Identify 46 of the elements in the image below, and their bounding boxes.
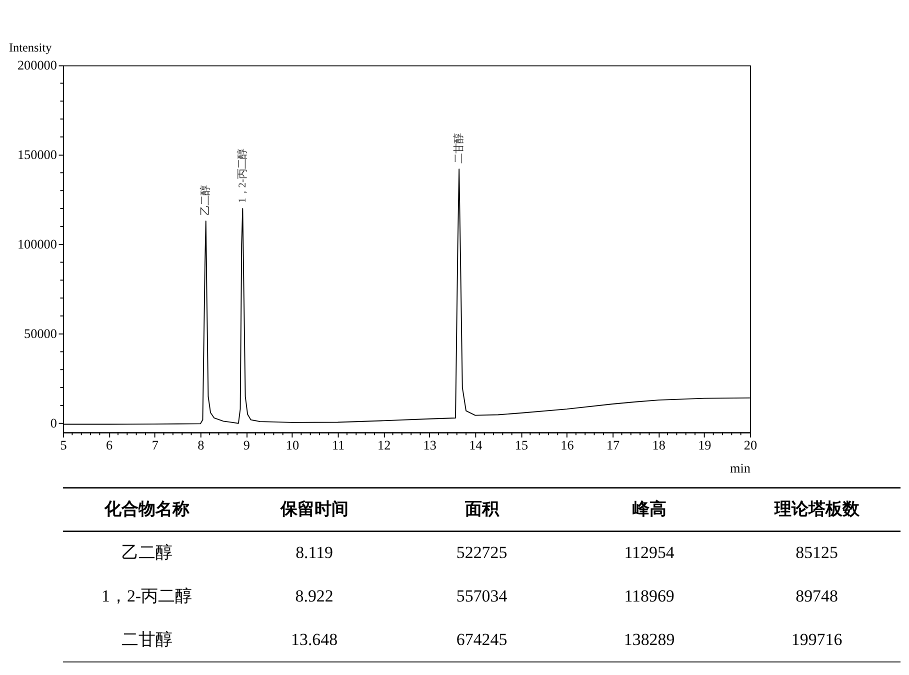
category-label: 化合物名称	[103, 499, 190, 518]
text: 557034	[456, 586, 508, 606]
y-axis-title: Intensity	[8, 40, 53, 55]
x-tick-label: 16	[560, 438, 574, 453]
x-tick-label: 17	[606, 438, 620, 453]
x-tick-label: 19	[698, 438, 712, 453]
x-tick-label: 12	[378, 438, 391, 453]
x-tick-label: 10	[286, 438, 300, 453]
x-tick-label: 8	[198, 438, 205, 453]
text: 522725	[456, 542, 508, 562]
text: 89748	[796, 586, 838, 606]
annotation: 二甘醇	[452, 134, 465, 164]
x-tick-label: 13	[423, 438, 437, 453]
y-tick-label: 0	[50, 416, 58, 431]
x-axis-title: min	[730, 460, 751, 476]
x-tick-label: 18	[652, 438, 666, 453]
y-tick-label: 200000	[17, 58, 58, 73]
text: 138289	[624, 630, 675, 649]
y-tick-label: 100000	[17, 236, 58, 252]
category-label: 乙二醇	[121, 542, 172, 562]
text: 118969	[624, 586, 674, 606]
x-tick-label: 14	[469, 438, 483, 453]
x-tick-label: 11	[332, 438, 345, 453]
annotation: 乙二醇	[200, 185, 212, 216]
x-tick-label: 5	[60, 438, 68, 453]
category-label: 面积	[464, 499, 500, 518]
category-label: 二甘醇	[121, 630, 172, 649]
x-tick-label: 15	[514, 438, 528, 453]
y-tick-label: 50000	[24, 326, 58, 342]
text: 199716	[791, 630, 842, 649]
text: 8.922	[295, 586, 334, 606]
x-tick-label: 20	[744, 438, 758, 453]
annotation: 1，2-丙二醇	[236, 149, 248, 203]
text: 674245	[456, 630, 508, 649]
x-tick-label: 9	[243, 438, 250, 453]
category-label: 峰高	[632, 499, 666, 518]
text: 8.119	[296, 542, 334, 562]
x-tick-label: 6	[106, 438, 114, 453]
text: 13.648	[291, 630, 338, 649]
category-label: 理论塔板数	[773, 499, 860, 518]
text: 112954	[624, 542, 674, 562]
x-tick-label: 7	[152, 438, 159, 453]
category-label: 1，2-丙二醇	[102, 586, 192, 606]
y-tick-label: 150000	[17, 147, 58, 162]
category-label: 保留时间	[279, 499, 348, 518]
text: 85125	[796, 542, 838, 562]
